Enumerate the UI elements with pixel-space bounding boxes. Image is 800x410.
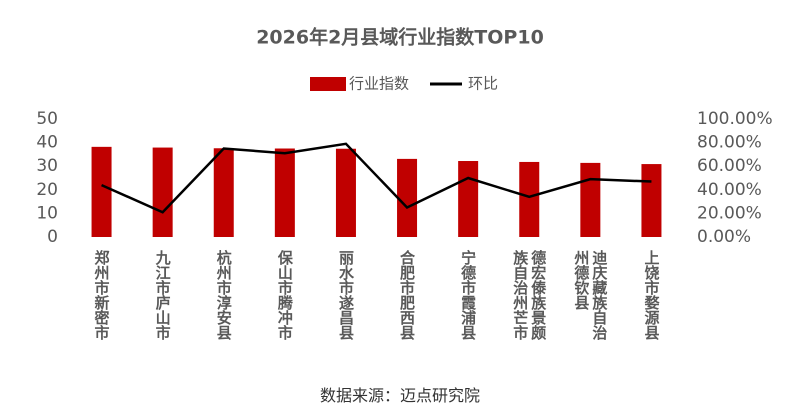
x-tick-label: 郑州市新密市 xyxy=(92,250,111,340)
bar xyxy=(274,148,295,237)
x-tick-label: 德宏傣族景颇族自治州芒市 xyxy=(511,250,548,340)
y-tick-label: 20 xyxy=(36,180,58,200)
legend-label: 行业指数 xyxy=(349,75,409,93)
source: 数据来源：迈点研究院 xyxy=(319,386,480,405)
y2-tick-label: 40.00% xyxy=(697,180,762,200)
chart-title: 2026年2月县域行业指数TOP10 xyxy=(256,26,544,49)
y-tick-label: 50 xyxy=(36,109,58,129)
x-tick-label: 迪庆藏族自治州德钦县 xyxy=(572,250,609,340)
x-tick-label: 保山市腾冲市 xyxy=(275,250,294,340)
legend-swatch xyxy=(310,77,346,91)
x-tick-label: 丽水市遂昌县 xyxy=(336,250,355,340)
y2-tick-label: 60.00% xyxy=(697,156,762,176)
y-tick-label: 30 xyxy=(36,156,58,176)
legend-label: 环比 xyxy=(468,75,498,93)
bar xyxy=(91,146,112,237)
line xyxy=(101,142,652,214)
bar xyxy=(335,148,356,237)
x-tick-label: 上饶市婺源县 xyxy=(642,250,661,340)
bar xyxy=(397,158,418,237)
bar xyxy=(213,148,234,237)
bar xyxy=(519,161,540,237)
y2-tick-label: 0.00% xyxy=(697,227,751,247)
x-tick-label: 九江市庐山市 xyxy=(153,250,172,340)
y2-tick-label: 100.00% xyxy=(697,109,773,129)
x-tick-label: 宁德市霞浦县 xyxy=(459,250,478,340)
y-tick-label: 0 xyxy=(47,227,58,247)
x-tick-label: 合肥市肥西县 xyxy=(398,250,417,340)
bar xyxy=(458,161,479,237)
bar xyxy=(641,164,662,237)
bar xyxy=(580,162,601,237)
y2-tick-label: 80.00% xyxy=(697,133,762,153)
y-tick-label: 10 xyxy=(36,203,58,223)
y2-tick-label: 20.00% xyxy=(697,203,762,223)
bar xyxy=(152,147,173,237)
x-tick-label: 杭州市淳安县 xyxy=(214,250,233,340)
y-tick-label: 40 xyxy=(36,133,58,153)
